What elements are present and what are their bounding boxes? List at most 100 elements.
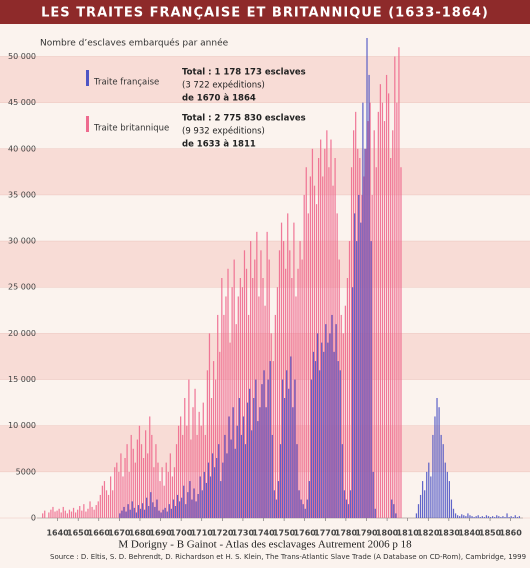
bar bbox=[237, 296, 239, 518]
bar bbox=[128, 471, 130, 518]
x-tick-label: 1800 bbox=[376, 529, 399, 538]
bar bbox=[346, 278, 349, 518]
bar bbox=[483, 517, 486, 518]
bar bbox=[498, 516, 500, 518]
bar bbox=[172, 499, 175, 518]
bar bbox=[379, 84, 382, 519]
bar bbox=[370, 241, 372, 519]
bar bbox=[500, 517, 502, 518]
bar bbox=[134, 462, 136, 518]
bar bbox=[302, 504, 304, 518]
bar bbox=[211, 453, 214, 518]
bar bbox=[249, 388, 251, 518]
bar bbox=[325, 324, 327, 518]
bar bbox=[391, 499, 393, 518]
bar bbox=[196, 434, 198, 518]
bar bbox=[139, 508, 142, 518]
bar bbox=[424, 490, 426, 518]
bar bbox=[125, 511, 127, 518]
bar bbox=[369, 102, 371, 518]
bar bbox=[209, 476, 212, 518]
y-tick-label: 30 000 bbox=[8, 237, 36, 246]
annotation: Total : 2 775 830 esclaves bbox=[182, 114, 306, 124]
x-tick-label: 1830 bbox=[438, 529, 461, 538]
grid-band bbox=[0, 241, 530, 288]
bar bbox=[456, 515, 459, 518]
bar bbox=[518, 516, 521, 518]
bar bbox=[365, 148, 367, 518]
bar bbox=[355, 111, 357, 518]
bar bbox=[167, 471, 169, 518]
bar bbox=[138, 425, 141, 518]
bar bbox=[329, 333, 331, 518]
bar bbox=[361, 194, 363, 518]
bar bbox=[149, 416, 151, 518]
bar bbox=[338, 259, 340, 518]
bar bbox=[400, 167, 402, 518]
bar bbox=[223, 314, 225, 518]
bar bbox=[342, 333, 344, 518]
bar bbox=[308, 481, 310, 518]
bar bbox=[336, 213, 338, 518]
y-tick-label: 40 000 bbox=[8, 144, 36, 153]
bar bbox=[101, 485, 104, 518]
bar bbox=[218, 444, 220, 518]
bar bbox=[368, 74, 370, 518]
x-tick-label: 1790 bbox=[355, 529, 378, 538]
bar bbox=[216, 458, 218, 518]
bar bbox=[157, 462, 159, 518]
bar bbox=[66, 513, 68, 518]
bar bbox=[421, 481, 424, 518]
bar bbox=[146, 497, 148, 518]
bar bbox=[169, 453, 171, 518]
bar bbox=[322, 176, 324, 518]
bar bbox=[180, 416, 182, 518]
bar bbox=[107, 494, 110, 518]
bar bbox=[438, 407, 440, 518]
y-axis-label: Nombre d’esclaves embarqués par année bbox=[40, 38, 229, 49]
bar bbox=[306, 499, 308, 518]
bar bbox=[301, 259, 303, 518]
bar bbox=[246, 402, 249, 518]
bar bbox=[189, 481, 191, 518]
bar bbox=[184, 398, 186, 518]
bar bbox=[264, 305, 266, 518]
bar bbox=[118, 471, 120, 518]
bar bbox=[354, 213, 356, 518]
x-tick-label: 1670 bbox=[108, 529, 131, 538]
bar bbox=[432, 434, 434, 518]
bar bbox=[504, 517, 506, 518]
bar bbox=[358, 194, 360, 518]
bar bbox=[267, 379, 269, 518]
bar bbox=[375, 167, 377, 518]
grid-band bbox=[0, 148, 530, 195]
bar bbox=[321, 342, 323, 518]
bar bbox=[371, 194, 373, 518]
bar bbox=[309, 176, 311, 518]
bar bbox=[89, 501, 91, 518]
x-tick-label: 1660 bbox=[88, 529, 111, 538]
bar bbox=[285, 268, 287, 518]
bar bbox=[512, 517, 514, 518]
bar bbox=[230, 439, 232, 518]
bar bbox=[87, 508, 89, 518]
bar bbox=[221, 278, 223, 518]
bar bbox=[131, 501, 133, 518]
bar bbox=[479, 517, 481, 518]
bar bbox=[257, 421, 259, 518]
bar bbox=[85, 511, 87, 518]
bar bbox=[299, 241, 301, 519]
bar bbox=[477, 515, 479, 518]
annotation: de 1670 à 1864 bbox=[182, 94, 256, 104]
bar bbox=[485, 515, 488, 518]
bar bbox=[326, 130, 328, 519]
bar bbox=[419, 494, 422, 518]
bar bbox=[310, 379, 313, 518]
bar bbox=[434, 416, 436, 518]
bar bbox=[305, 167, 307, 518]
y-tick-label: 50 000 bbox=[8, 52, 36, 61]
bar bbox=[274, 314, 276, 518]
bar bbox=[317, 158, 320, 518]
bar bbox=[492, 516, 494, 518]
